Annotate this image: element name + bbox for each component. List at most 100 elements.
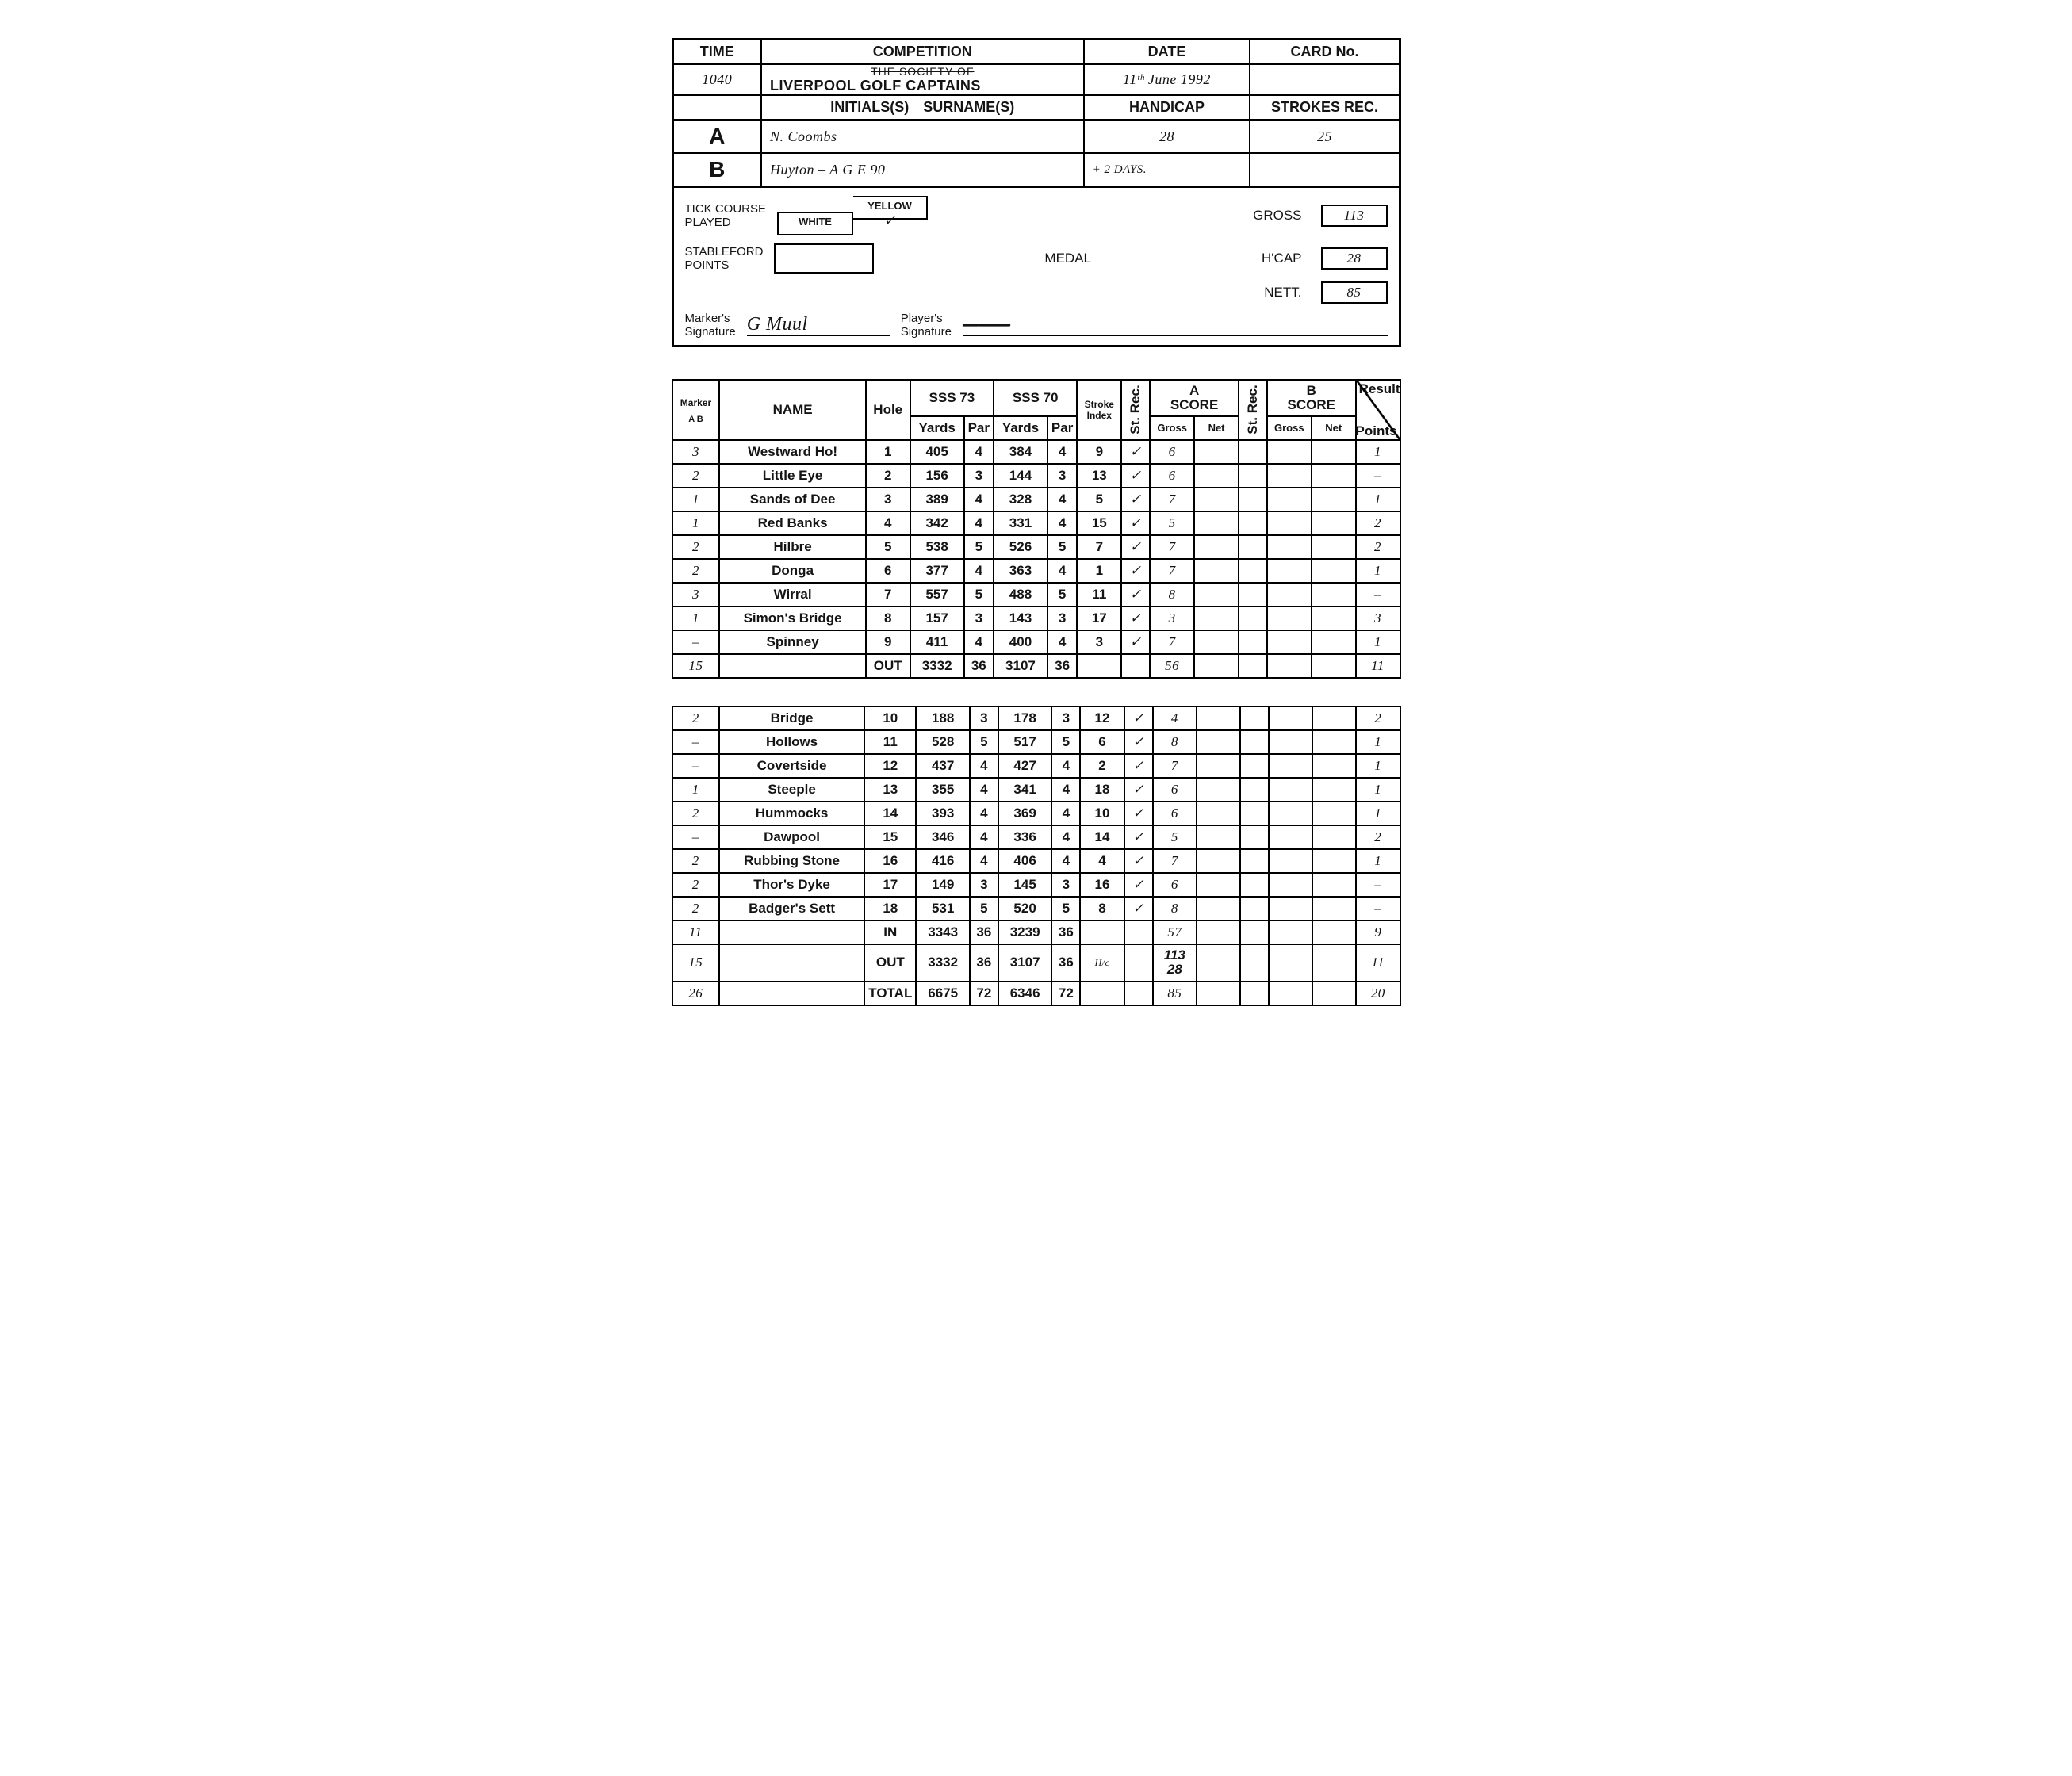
score-header: Marker A B NAME Hole SSS 73 SSS 70 Strok…: [672, 380, 1400, 440]
label-cardno: CARD No.: [1250, 40, 1400, 65]
st-rec-b: [1240, 873, 1268, 897]
b-net: [1312, 559, 1356, 583]
marker-val: 2: [672, 897, 719, 921]
st-rec-b: [1240, 778, 1268, 802]
hole-num: 9: [866, 630, 910, 654]
b-net: [1312, 802, 1356, 825]
hole-num: 15: [864, 825, 916, 849]
a-net: [1197, 706, 1240, 730]
a-net: [1194, 488, 1239, 511]
st-rec-a: ✓: [1121, 559, 1150, 583]
st-rec-a: ✓: [1121, 440, 1150, 464]
marker-signature: G Muul: [747, 314, 890, 336]
points: 1: [1356, 778, 1400, 802]
points: –: [1356, 873, 1400, 897]
b-gross: [1267, 630, 1312, 654]
st-rec-a: ✓: [1121, 535, 1150, 559]
a-gross: 3: [1150, 607, 1194, 630]
a-gross: 6: [1150, 440, 1194, 464]
out2-row: 15 OUT 333236 310736 H/c 113 28 11: [672, 944, 1400, 982]
label-hcap: H'CAP: [1262, 251, 1301, 266]
b-gross: [1267, 488, 1312, 511]
b-gross: [1267, 535, 1312, 559]
hole-row: 2Badger's Sett18531552058✓8–: [672, 897, 1400, 921]
marker-val: –: [672, 754, 719, 778]
hole-name: Sands of Dee: [719, 488, 865, 511]
col-stroke-index: Stroke Index: [1077, 380, 1121, 440]
hole-name: Little Eye: [719, 464, 865, 488]
b-gross: [1269, 754, 1312, 778]
stroke-index: 7: [1077, 535, 1121, 559]
b-gross: [1267, 440, 1312, 464]
st-rec-b: [1239, 583, 1267, 607]
hole-num: 11: [864, 730, 916, 754]
stroke-index: 1: [1077, 559, 1121, 583]
st-rec-b: [1240, 802, 1268, 825]
stroke-index: 2: [1080, 754, 1124, 778]
b-gross: [1267, 559, 1312, 583]
b-gross: [1269, 825, 1312, 849]
st-rec-a: ✓: [1124, 825, 1153, 849]
tee-white: WHITE: [777, 212, 853, 235]
hole-name: Covertside: [719, 754, 864, 778]
st-rec-b: [1239, 559, 1267, 583]
label-strokes: STROKES REC.: [1250, 95, 1400, 120]
stroke-index: 8: [1080, 897, 1124, 921]
b-net: [1312, 873, 1356, 897]
st-rec-a: ✓: [1124, 802, 1153, 825]
a-net: [1197, 778, 1240, 802]
hole-name: Hummocks: [719, 802, 864, 825]
a-net: [1194, 535, 1239, 559]
st-rec-b: [1240, 706, 1268, 730]
marker-val: –: [672, 730, 719, 754]
hole-name: Donga: [719, 559, 865, 583]
col-name: NAME: [719, 380, 865, 440]
col-hole: Hole: [866, 380, 910, 440]
hole-row: 3Westward Ho!1405438449✓61: [672, 440, 1400, 464]
a-gross: 8: [1150, 583, 1194, 607]
st-rec-b: [1240, 825, 1268, 849]
marker-val: 2: [672, 873, 719, 897]
hole-name: Dawpool: [719, 825, 864, 849]
hole-row: 2Rubbing Stone16416440644✓71: [672, 849, 1400, 873]
marker-val: 2: [672, 535, 720, 559]
out-row: 15 OUT 333236 310736 56 11: [672, 654, 1400, 678]
stroke-index: 16: [1080, 873, 1124, 897]
points: 1: [1356, 849, 1400, 873]
hole-name: Hilbre: [719, 535, 865, 559]
marker-val: 2: [672, 849, 719, 873]
col-a-score: A SCORE: [1150, 380, 1239, 416]
society-struck: THE SOCIETY OF: [770, 65, 1075, 78]
date-value: 11ᵗʰ June 1992: [1084, 64, 1250, 95]
st-rec-b: [1239, 488, 1267, 511]
label-marker-sig: Marker's Signature: [685, 312, 736, 339]
marker-val: 1: [672, 511, 720, 535]
hole-row: 2Bridge101883178312✓42: [672, 706, 1400, 730]
marker-val: 3: [672, 440, 720, 464]
st-rec-a: ✓: [1121, 488, 1150, 511]
b-net: [1312, 464, 1356, 488]
hole-name: Spinney: [719, 630, 865, 654]
st-rec-b: [1239, 630, 1267, 654]
stroke-index: 6: [1080, 730, 1124, 754]
stroke-index: 11: [1077, 583, 1121, 607]
b-net: [1312, 706, 1356, 730]
marker-val: 1: [672, 488, 720, 511]
gross-value: 113: [1321, 205, 1388, 227]
hole-name: Bridge: [719, 706, 864, 730]
hole-row: 2Donga6377436341✓71: [672, 559, 1400, 583]
marker-val: 3: [672, 583, 720, 607]
player-signature: ———: [963, 315, 1388, 336]
hole-num: 7: [866, 583, 910, 607]
a-net: [1197, 897, 1240, 921]
marker-val: –: [672, 825, 719, 849]
stroke-index: 17: [1077, 607, 1121, 630]
hole-num: 17: [864, 873, 916, 897]
hole-row: 2Thor's Dyke171493145316✓6–: [672, 873, 1400, 897]
a-net: [1194, 511, 1239, 535]
points: 1: [1356, 440, 1400, 464]
tee-yellow: YELLOW✓: [853, 196, 928, 220]
label-player-sig: Player's Signature: [901, 312, 952, 339]
st-rec-a: ✓: [1121, 607, 1150, 630]
b-gross: [1269, 778, 1312, 802]
